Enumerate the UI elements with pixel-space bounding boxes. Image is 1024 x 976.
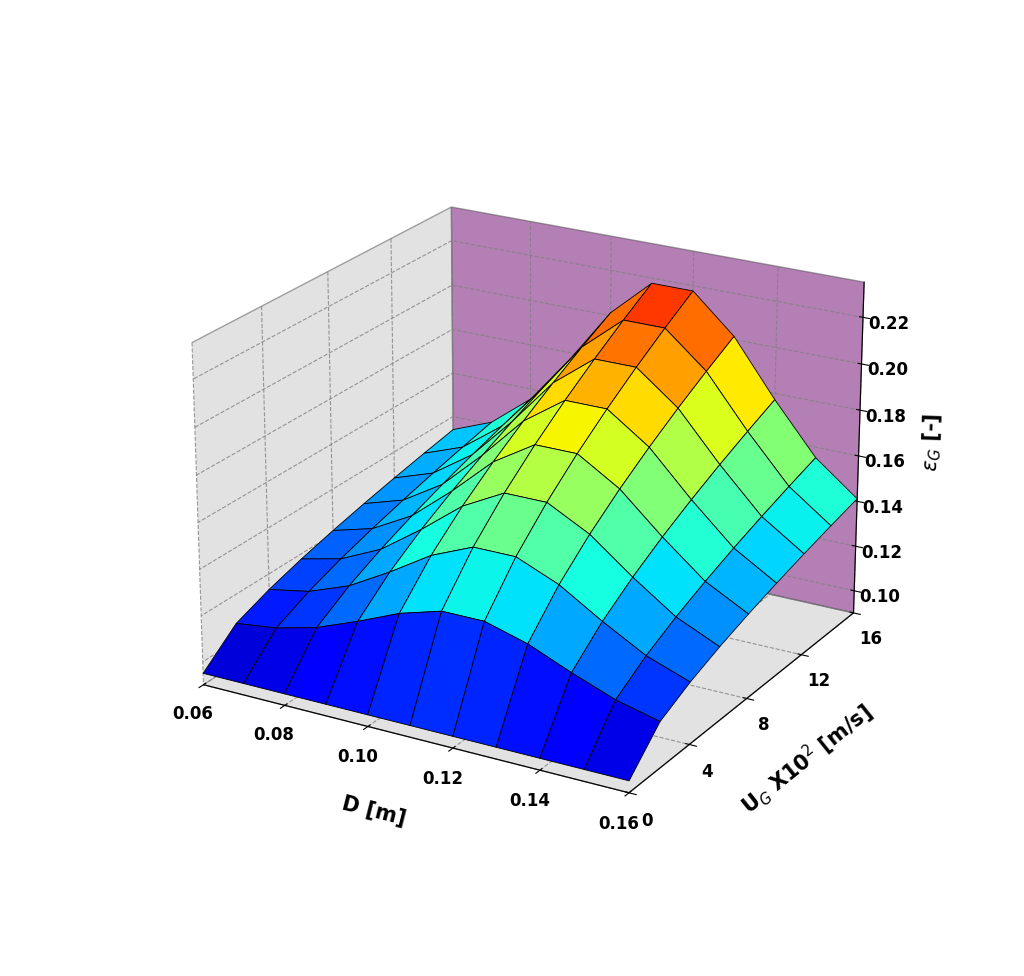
Y-axis label: U$_G$ X10$^2$ [m/s]: U$_G$ X10$^2$ [m/s]	[735, 698, 878, 820]
X-axis label: D [m]: D [m]	[340, 793, 409, 829]
